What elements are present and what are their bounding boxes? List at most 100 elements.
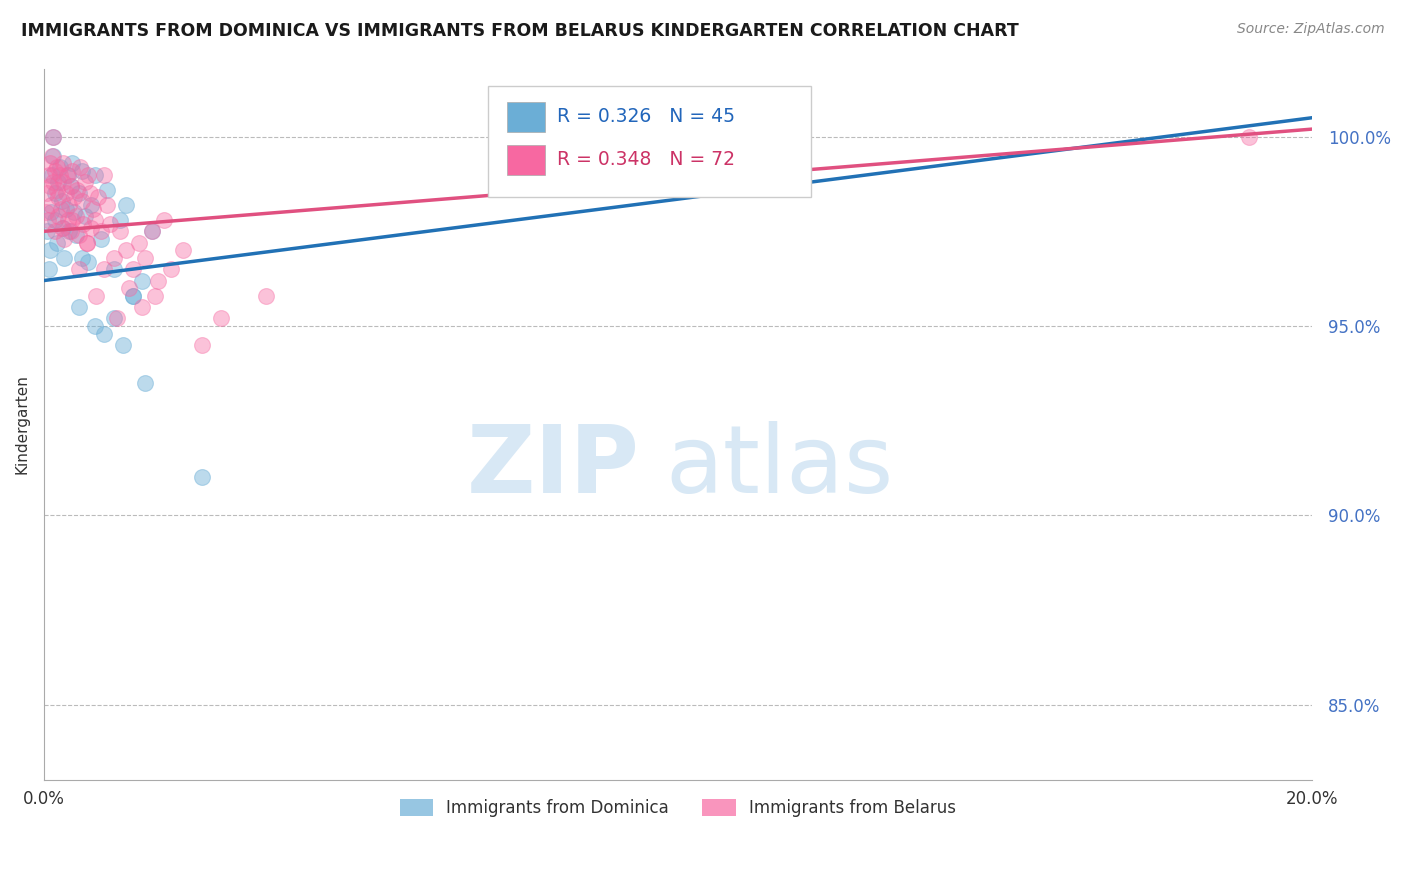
Point xyxy=(39,156,62,170)
Point xyxy=(39,244,62,258)
FancyBboxPatch shape xyxy=(506,102,544,132)
Text: R = 0.348   N = 72: R = 0.348 N = 72 xyxy=(558,150,735,169)
Point xyxy=(48,168,70,182)
Point xyxy=(41,205,63,219)
Point xyxy=(87,190,110,204)
Point xyxy=(42,175,65,189)
Point xyxy=(59,178,82,193)
Point xyxy=(65,228,87,243)
Point xyxy=(49,202,72,216)
Point xyxy=(83,213,105,227)
Point xyxy=(45,160,67,174)
Point xyxy=(90,232,112,246)
Point xyxy=(75,209,97,223)
Point xyxy=(62,213,84,227)
Point xyxy=(55,186,77,201)
Point xyxy=(128,235,150,250)
Point xyxy=(1237,129,1260,144)
Point xyxy=(191,470,214,484)
Point xyxy=(67,262,90,277)
Point xyxy=(53,251,76,265)
Point xyxy=(103,311,125,326)
Point xyxy=(70,251,93,265)
Point xyxy=(96,183,118,197)
Point xyxy=(42,129,65,144)
Point xyxy=(58,224,80,238)
Point xyxy=(83,318,105,333)
Text: IMMIGRANTS FROM DOMINICA VS IMMIGRANTS FROM BELARUS KINDERGARTEN CORRELATION CHA: IMMIGRANTS FROM DOMINICA VS IMMIGRANTS F… xyxy=(21,22,1019,40)
Point xyxy=(115,198,138,212)
Point xyxy=(121,262,143,277)
Text: atlas: atlas xyxy=(665,421,894,513)
Point xyxy=(134,376,156,390)
Text: ZIP: ZIP xyxy=(467,421,640,513)
FancyBboxPatch shape xyxy=(488,87,811,196)
Point xyxy=(48,160,70,174)
Point xyxy=(146,274,169,288)
Point xyxy=(75,175,97,189)
Point xyxy=(108,224,131,238)
Point xyxy=(62,156,84,170)
Point xyxy=(42,148,65,162)
Point xyxy=(48,190,70,204)
Point xyxy=(52,156,75,170)
Point xyxy=(35,224,58,238)
Point xyxy=(103,262,125,277)
Point xyxy=(100,217,122,231)
Point xyxy=(46,209,69,223)
Point xyxy=(153,213,176,227)
Point xyxy=(52,220,75,235)
Point xyxy=(191,338,214,352)
Point xyxy=(44,224,66,238)
Point xyxy=(83,168,105,182)
Point xyxy=(55,202,77,216)
Point xyxy=(121,288,143,302)
Point xyxy=(63,205,86,219)
Y-axis label: Kindergarten: Kindergarten xyxy=(15,375,30,475)
Text: R = 0.326   N = 45: R = 0.326 N = 45 xyxy=(558,107,735,127)
Point xyxy=(76,235,98,250)
Point xyxy=(45,183,67,197)
Point xyxy=(67,228,90,243)
Point xyxy=(46,175,69,189)
Point xyxy=(35,205,58,219)
Point xyxy=(143,288,166,302)
Point xyxy=(67,186,90,201)
Point xyxy=(69,160,91,174)
Point xyxy=(51,220,73,235)
Point xyxy=(45,235,67,250)
Point xyxy=(38,168,60,182)
Point xyxy=(41,198,63,212)
FancyBboxPatch shape xyxy=(506,145,544,175)
Point xyxy=(121,288,143,302)
Point xyxy=(77,254,100,268)
Point xyxy=(44,186,66,201)
Point xyxy=(41,148,63,162)
Point xyxy=(56,168,79,182)
Legend: Immigrants from Dominica, Immigrants from Belarus: Immigrants from Dominica, Immigrants fro… xyxy=(391,790,965,825)
Point xyxy=(67,300,90,314)
Point xyxy=(84,288,107,302)
Point xyxy=(209,311,232,326)
Point xyxy=(93,326,115,341)
Point xyxy=(141,224,163,238)
Point xyxy=(90,224,112,238)
Point xyxy=(62,163,84,178)
Point xyxy=(39,178,62,193)
Point xyxy=(131,274,153,288)
Point xyxy=(42,129,65,144)
Point xyxy=(51,194,73,208)
Point xyxy=(141,224,163,238)
Point xyxy=(108,213,131,227)
Point xyxy=(80,198,103,212)
Point xyxy=(60,224,83,238)
Point xyxy=(65,209,87,223)
Point xyxy=(72,217,94,231)
Point xyxy=(105,311,128,326)
Point xyxy=(70,194,93,208)
Point xyxy=(53,232,76,246)
Point xyxy=(93,168,115,182)
Point xyxy=(77,168,100,182)
Point xyxy=(82,202,104,216)
Point xyxy=(44,163,66,178)
